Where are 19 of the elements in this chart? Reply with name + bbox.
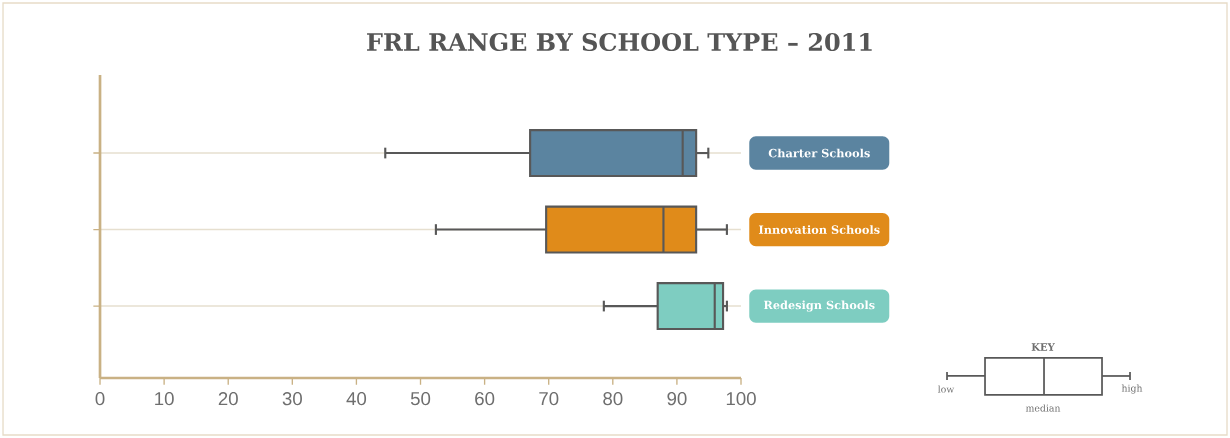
x-tick-label: 10 (155, 392, 174, 406)
x-tick-label: 40 (346, 392, 367, 406)
x-tick-label: 30 (282, 392, 302, 406)
x-tick-label: 90 (667, 392, 687, 406)
y-tick-label: Charter Schools (768, 148, 870, 158)
chart-title: FRL RANGE BY SCHOOL TYPE – 2011 (367, 32, 872, 52)
x-tick-label: 0 (95, 392, 105, 406)
text: median (1025, 404, 1061, 412)
x-tick-label: 60 (475, 392, 495, 406)
text: high (1121, 384, 1143, 394)
x-tick-label: 80 (603, 392, 623, 406)
y-tick-label: Innovation Schools (758, 225, 880, 234)
x-tick-label: 50 (410, 392, 431, 406)
x-tick-label: 100 (726, 392, 756, 406)
y-tick-label: Redesign Schools (763, 300, 875, 312)
x-tick-label: 20 (218, 392, 238, 406)
text: KEY (1031, 343, 1055, 351)
x-tick-label: 70 (539, 392, 559, 406)
text: low (937, 385, 955, 393)
